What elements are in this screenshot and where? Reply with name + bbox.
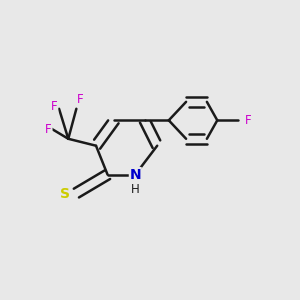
Text: F: F	[245, 114, 252, 127]
Text: S: S	[60, 187, 70, 201]
Text: F: F	[76, 93, 83, 106]
Text: H: H	[131, 183, 140, 196]
Text: N: N	[130, 168, 141, 182]
Text: F: F	[45, 123, 52, 136]
Text: F: F	[51, 100, 58, 113]
